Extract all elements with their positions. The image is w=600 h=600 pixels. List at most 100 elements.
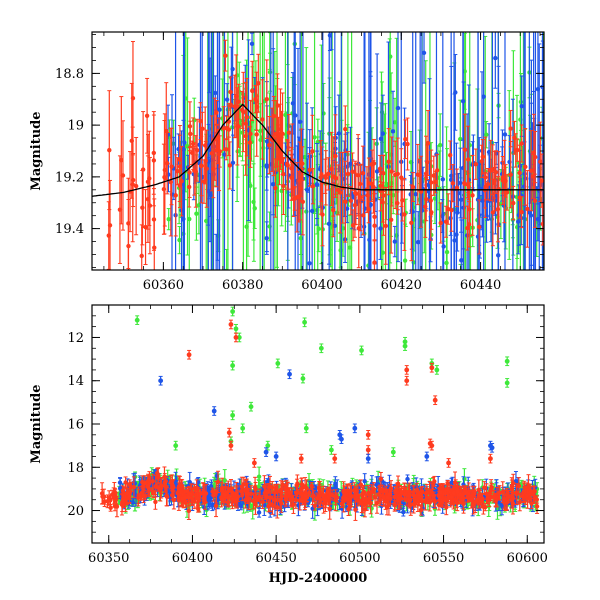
data-point bbox=[448, 152, 453, 158]
data-point bbox=[490, 167, 495, 172]
data-point bbox=[292, 8, 296, 12]
data-point bbox=[378, 226, 383, 231]
data-point bbox=[233, 94, 239, 99]
data-point bbox=[496, 186, 502, 192]
data-point bbox=[539, 178, 544, 183]
data-point bbox=[343, 126, 348, 132]
data-point bbox=[377, 166, 383, 171]
data-point bbox=[145, 179, 151, 185]
data-point bbox=[165, 160, 170, 166]
data-point bbox=[523, 164, 528, 170]
data-point bbox=[473, 161, 479, 167]
data-point bbox=[144, 113, 150, 119]
data-point bbox=[378, 136, 384, 141]
data-point bbox=[449, 317, 453, 321]
data-point bbox=[530, 174, 536, 179]
data-point bbox=[338, 248, 343, 253]
data-point bbox=[323, 174, 328, 179]
data-point bbox=[166, 216, 171, 222]
data-point bbox=[310, 184, 316, 189]
data-point bbox=[248, 183, 253, 188]
data-point bbox=[140, 205, 145, 210]
data-point bbox=[477, 224, 482, 230]
data-point bbox=[390, 129, 396, 134]
data-point bbox=[336, 131, 342, 136]
data-point bbox=[329, 166, 334, 172]
data-point bbox=[423, 171, 429, 176]
data-point bbox=[360, 171, 366, 176]
data-point bbox=[307, 261, 312, 266]
data-point bbox=[372, 223, 377, 228]
data-point bbox=[214, 110, 219, 115]
data-point bbox=[117, 207, 123, 212]
data-point bbox=[298, 236, 303, 241]
data-point bbox=[392, 120, 398, 125]
data-point bbox=[381, 193, 386, 198]
data-point bbox=[152, 245, 157, 250]
data-point bbox=[147, 203, 153, 208]
data-point bbox=[331, 207, 336, 213]
data-point bbox=[213, 90, 218, 96]
data-point bbox=[133, 183, 139, 189]
data-point bbox=[316, 295, 320, 299]
data-point bbox=[493, 169, 499, 175]
data-point bbox=[383, 223, 389, 229]
data-point bbox=[460, 99, 466, 104]
data-point bbox=[540, 84, 544, 90]
data-point bbox=[249, 41, 255, 47]
data-point bbox=[253, 97, 258, 102]
data-point bbox=[423, 204, 428, 209]
data-point bbox=[267, 142, 272, 148]
data-point bbox=[181, 216, 186, 222]
data-point bbox=[247, 140, 253, 145]
data-point bbox=[380, 200, 385, 205]
data-point bbox=[331, 174, 336, 179]
data-point bbox=[428, 198, 433, 203]
y-tick-label: 19.2 bbox=[55, 170, 84, 185]
data-point bbox=[302, 154, 308, 160]
data-point bbox=[201, 179, 207, 184]
data-point bbox=[437, 142, 443, 148]
data-point bbox=[425, 140, 431, 146]
data-point bbox=[415, 239, 421, 245]
data-point bbox=[230, 160, 236, 165]
data-point bbox=[300, 161, 305, 166]
data-point bbox=[304, 187, 310, 192]
data-point bbox=[462, 181, 467, 186]
data-point bbox=[169, 164, 174, 169]
data-point bbox=[264, 164, 270, 169]
top-panel-ticks: 60360 60380 60400 60420 60440 18.8 19 19.2 19.4 bbox=[55, 32, 544, 293]
data-point bbox=[527, 210, 532, 215]
data-point bbox=[409, 220, 414, 226]
data-point bbox=[229, 75, 234, 80]
x-tick-label: 60440 bbox=[460, 278, 501, 293]
data-point bbox=[454, 232, 459, 237]
data-point bbox=[386, 159, 391, 164]
data-point bbox=[484, 132, 489, 137]
data-point bbox=[310, 149, 315, 154]
data-point bbox=[345, 171, 351, 177]
data-point bbox=[240, 107, 245, 113]
data-point bbox=[289, 166, 294, 171]
data-point bbox=[204, 218, 209, 224]
data-point bbox=[224, 97, 230, 102]
data-point bbox=[485, 182, 491, 187]
model-curve bbox=[92, 103, 544, 197]
data-point bbox=[254, 132, 259, 137]
data-point bbox=[199, 163, 204, 168]
data-point bbox=[415, 172, 421, 177]
data-point bbox=[168, 179, 173, 185]
data-point bbox=[380, 131, 386, 136]
data-point bbox=[438, 220, 443, 226]
data-point bbox=[531, 150, 537, 155]
data-point bbox=[453, 90, 458, 95]
data-point bbox=[197, 142, 202, 148]
data-point bbox=[535, 86, 541, 92]
data-point bbox=[327, 33, 333, 38]
data-point bbox=[194, 211, 199, 216]
data-point bbox=[396, 319, 400, 323]
data-point bbox=[374, 169, 380, 174]
data-point bbox=[528, 168, 534, 173]
data-point bbox=[440, 177, 446, 182]
data-point bbox=[465, 157, 471, 162]
